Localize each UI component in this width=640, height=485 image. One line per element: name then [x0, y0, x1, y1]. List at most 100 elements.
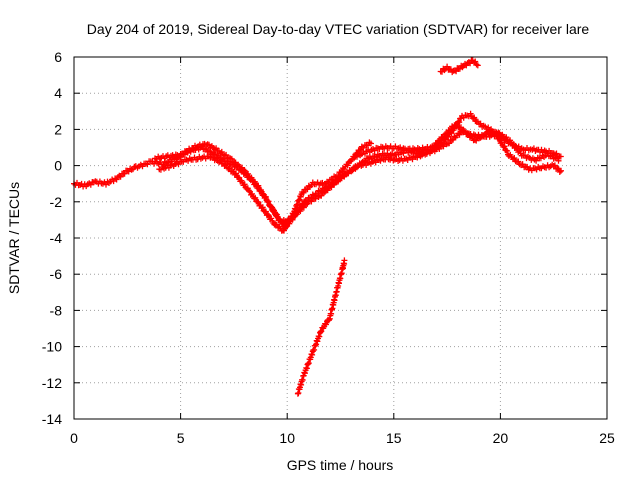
y-axis-label: SDTVAR / TECUs — [6, 182, 22, 294]
data-point — [303, 201, 310, 208]
y-tick-label: 6 — [54, 49, 62, 65]
data-point — [296, 196, 303, 203]
data-point — [320, 190, 327, 196]
axis-ticks — [73, 56, 608, 420]
data-point — [556, 169, 563, 175]
x-tick-label: 15 — [386, 430, 402, 446]
data-point — [474, 62, 481, 69]
y-tick-labels: -14 -12 -10 -8 -6 -4 -2 0 2 4 6 — [42, 49, 62, 427]
data-point — [226, 165, 233, 171]
data-point — [301, 370, 308, 377]
data-point — [549, 152, 556, 159]
data-point — [305, 360, 312, 367]
x-tick-label: 10 — [279, 430, 295, 446]
data-point — [262, 194, 269, 201]
x-tick-label: 25 — [599, 430, 615, 446]
data-point — [241, 167, 248, 174]
chart-title: Day 204 of 2019, Sidereal Day-to-day VTE… — [87, 21, 590, 37]
data-point — [305, 182, 312, 189]
y-tick-label: 0 — [54, 158, 62, 174]
series-track-d — [352, 120, 562, 164]
data-point — [446, 140, 453, 147]
data-point — [249, 190, 255, 197]
data-point — [555, 157, 562, 164]
data-point — [503, 134, 510, 141]
data-point — [268, 203, 275, 210]
data-point — [512, 144, 519, 151]
data-point — [258, 187, 264, 193]
data-point — [228, 155, 235, 162]
data-point — [501, 143, 508, 150]
data-point — [554, 165, 561, 172]
data-point — [444, 130, 451, 137]
series-track-e — [437, 57, 481, 76]
data-point — [300, 189, 307, 196]
data-point — [295, 197, 302, 204]
data-point — [245, 170, 251, 177]
y-tick-label: -2 — [50, 194, 63, 210]
data-point — [309, 351, 316, 358]
data-point — [252, 178, 258, 185]
y-tick-label: -4 — [50, 230, 63, 246]
x-tick-labels: 0 5 10 15 20 25 — [70, 430, 615, 446]
data-point — [558, 167, 564, 174]
data-point — [289, 216, 296, 223]
data-point — [281, 227, 287, 234]
data-point — [515, 158, 522, 165]
y-tick-label: 4 — [54, 85, 62, 101]
data-point — [259, 204, 266, 211]
data-point — [498, 139, 505, 146]
grid-lines — [74, 57, 607, 419]
data-point — [323, 321, 329, 328]
y-tick-label: -12 — [42, 375, 62, 391]
data-point — [504, 147, 511, 154]
data-point — [467, 110, 474, 117]
series-track-f — [294, 257, 348, 397]
data-point — [511, 155, 518, 161]
y-tick-label: 2 — [54, 121, 62, 137]
data-point — [308, 198, 315, 205]
data-point — [334, 178, 341, 185]
data-point — [446, 127, 453, 134]
y-tick-label: -14 — [42, 411, 62, 427]
data-point — [344, 162, 351, 169]
data-point — [117, 173, 124, 180]
data-point — [262, 208, 269, 215]
data-point — [297, 208, 304, 215]
data-point — [259, 190, 266, 197]
data-point — [300, 204, 307, 211]
data-point — [510, 141, 517, 148]
data-point — [283, 224, 290, 231]
data-point — [507, 137, 514, 144]
data-point — [473, 61, 480, 68]
data-point — [311, 346, 318, 353]
data-point — [472, 58, 479, 65]
x-tick-label: 0 — [70, 430, 78, 446]
data-point — [121, 170, 128, 177]
data-point — [223, 151, 230, 158]
x-tick-label: 20 — [493, 430, 509, 446]
data-point — [341, 172, 348, 179]
data-point — [265, 211, 271, 218]
data-point — [433, 141, 440, 148]
data-point — [471, 114, 478, 121]
data-point — [439, 134, 446, 141]
y-tick-label: -10 — [42, 339, 62, 355]
x-axis-label: GPS time / hours — [287, 457, 394, 473]
data-point — [557, 153, 564, 160]
data-points — [71, 57, 564, 397]
data-point — [241, 181, 248, 188]
x-tick-label: 5 — [177, 430, 185, 446]
y-tick-label: -8 — [50, 302, 63, 318]
data-point — [273, 211, 280, 218]
data-point — [248, 174, 255, 181]
data-point — [252, 194, 259, 201]
y-tick-label: -6 — [50, 266, 63, 282]
data-point — [341, 257, 348, 264]
data-point — [368, 140, 374, 147]
data-point — [265, 198, 272, 205]
data-point — [316, 333, 323, 340]
